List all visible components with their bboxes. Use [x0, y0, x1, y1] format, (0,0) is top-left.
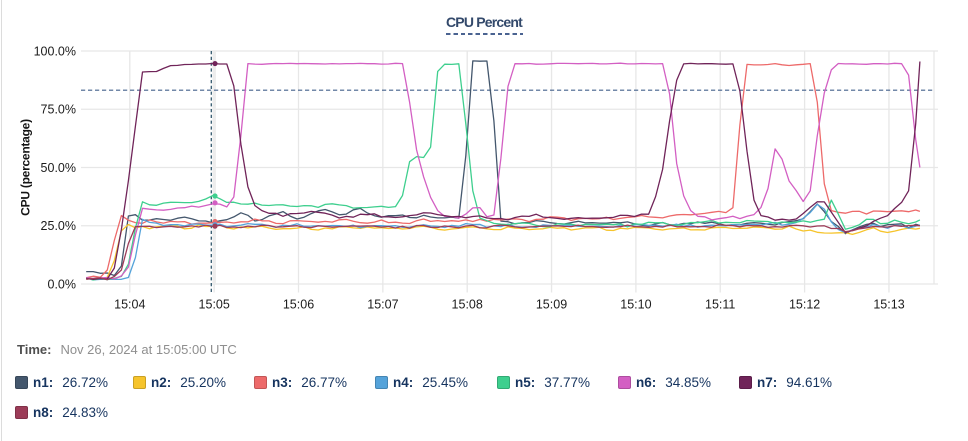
svg-text:15:09: 15:09 — [536, 298, 567, 312]
svg-text:75.0%: 75.0% — [41, 103, 76, 117]
svg-text:15:07: 15:07 — [367, 298, 398, 312]
svg-text:15:05: 15:05 — [199, 298, 230, 312]
svg-text:25.0%: 25.0% — [41, 219, 76, 233]
svg-text:50.0%: 50.0% — [41, 161, 76, 175]
svg-text:100.0%: 100.0% — [34, 44, 76, 58]
svg-text:15:10: 15:10 — [620, 298, 651, 312]
svg-text:15:06: 15:06 — [283, 298, 314, 312]
svg-text:0.0%: 0.0% — [48, 277, 77, 291]
svg-text:15:12: 15:12 — [789, 298, 820, 312]
svg-text:CPU (percentage): CPU (percentage) — [19, 119, 33, 216]
svg-text:15:08: 15:08 — [452, 298, 483, 312]
svg-text:15:04: 15:04 — [114, 298, 145, 312]
svg-text:15:11: 15:11 — [705, 298, 735, 312]
svg-text:15:13: 15:13 — [873, 298, 904, 312]
